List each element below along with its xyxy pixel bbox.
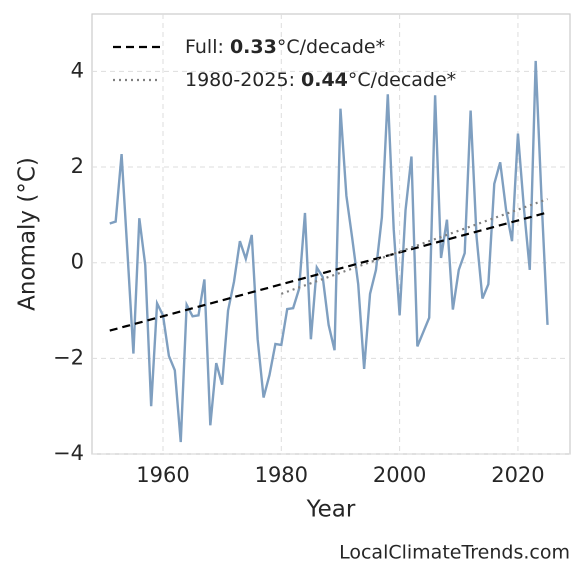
trend-line <box>109 211 548 332</box>
legend-part: 1980-2025: <box>185 69 301 91</box>
legend-part: °C/decade* <box>277 36 385 58</box>
x-tick-label: 2020 <box>491 463 544 487</box>
y-tick-label: −4 <box>53 441 84 465</box>
x-tick-label: 1980 <box>255 463 308 487</box>
trend-line <box>280 198 548 295</box>
y-tick-label: 0 <box>71 250 84 274</box>
y-tick-label: 2 <box>71 154 84 178</box>
legend-part: 0.33 <box>230 36 277 58</box>
legend-part: 0.44 <box>301 69 348 91</box>
legend-label: 1980-2025: 0.44°C/decade* <box>185 69 456 91</box>
legend-part: Full: <box>185 36 230 58</box>
x-axis-label: Year <box>306 497 356 523</box>
legend-label: Full: 0.33°C/decade* <box>185 36 385 58</box>
legend-part: °C/decade* <box>348 69 456 91</box>
y-axis-label: Anomaly (°C) <box>15 157 41 311</box>
watermark: LocalClimateTrends.com <box>339 542 570 564</box>
x-tick-label: 1960 <box>136 463 189 487</box>
data-line <box>109 60 549 443</box>
x-tick-label: 2000 <box>373 463 426 487</box>
y-tick-label: 4 <box>71 58 84 82</box>
y-tick-label: −2 <box>53 345 84 369</box>
